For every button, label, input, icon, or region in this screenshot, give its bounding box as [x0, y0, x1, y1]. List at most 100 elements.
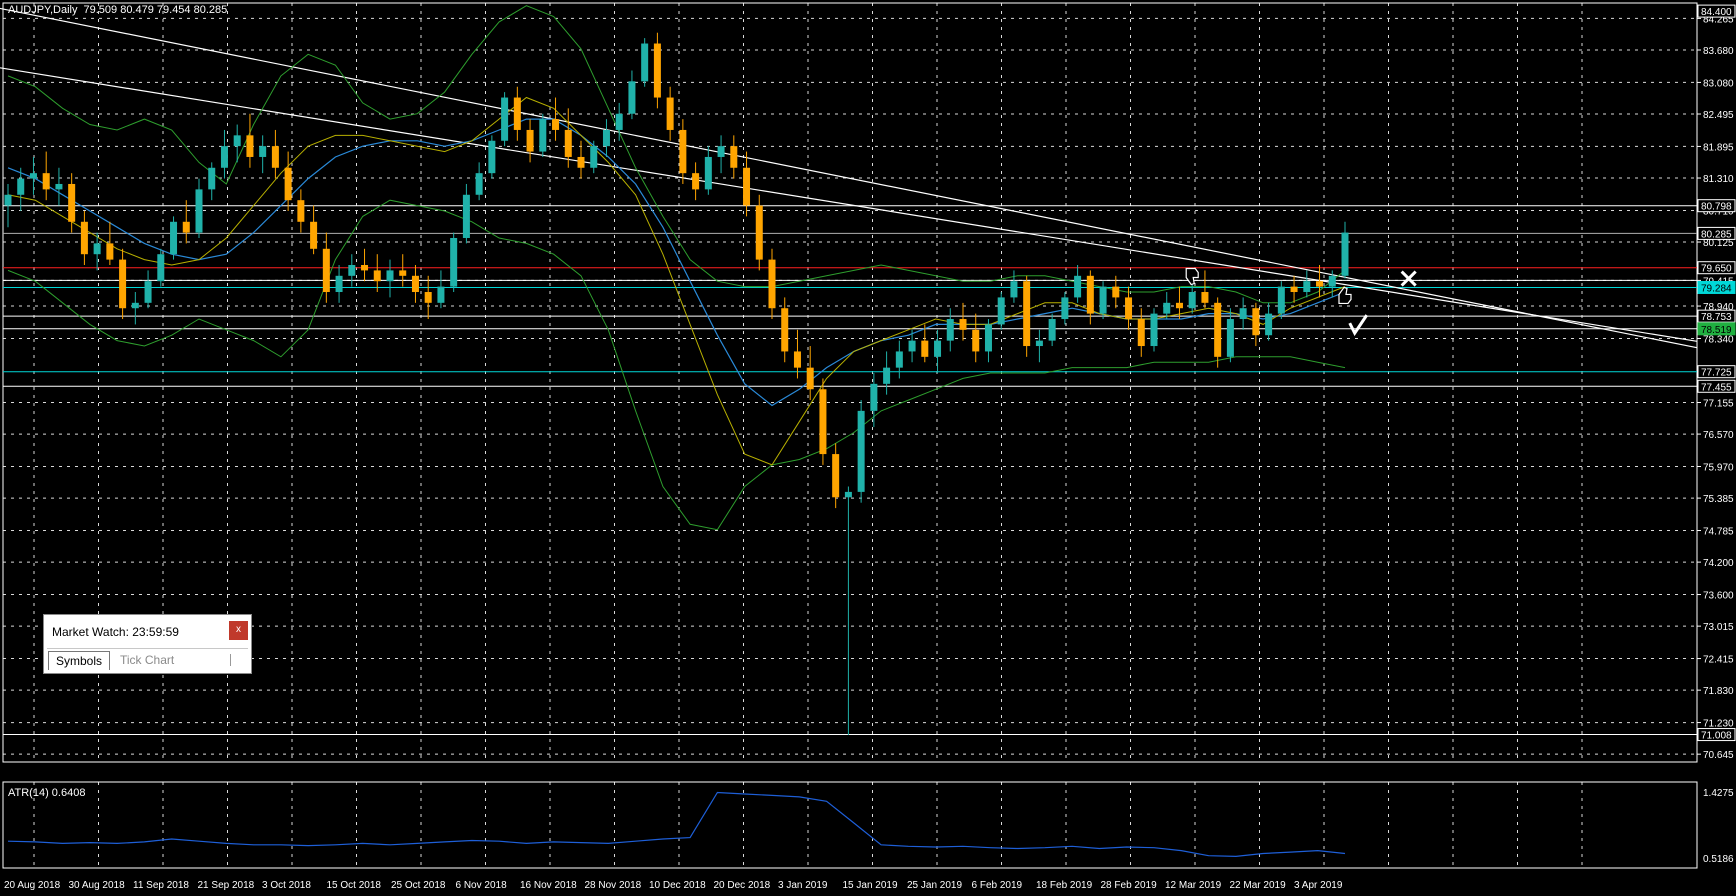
candle-body	[1265, 313, 1273, 336]
sub-frame	[2, 781, 1698, 869]
candle-body	[411, 275, 419, 293]
candle-body	[284, 167, 292, 201]
x-tick-label: 20 Aug 2018	[4, 880, 61, 891]
candle-body	[55, 183, 63, 190]
close-button[interactable]: x	[229, 621, 248, 640]
price-label-box	[1697, 280, 1736, 294]
candle-body	[399, 270, 407, 276]
trade-markers[interactable]	[1185, 267, 1417, 337]
y-tick-label: 72.415	[1703, 655, 1734, 666]
y-tick-label: 74.200	[1703, 558, 1734, 569]
market-watch-tabs: Symbols Tick Chart	[47, 648, 248, 671]
price-label-box	[1697, 728, 1736, 742]
chart-title: AUDJPY,Daily 79.509 80.479 79.454 80.285	[8, 4, 227, 16]
candle-body	[590, 146, 598, 168]
y-tick-label: 78.340	[1703, 334, 1734, 345]
candle-body	[1137, 319, 1145, 347]
candle-body	[717, 146, 725, 157]
x-tick-label: 6 Nov 2018	[456, 880, 508, 891]
candle-body	[1074, 275, 1082, 298]
price-label-box	[1697, 4, 1736, 18]
candle-body	[1112, 286, 1120, 298]
price-label-box	[1697, 261, 1736, 275]
symbol-label: AUDJPY,Daily	[8, 4, 78, 16]
candle-body	[195, 189, 203, 233]
check-icon[interactable]	[1348, 314, 1368, 337]
candle-body	[870, 383, 878, 411]
candle-body	[844, 491, 852, 498]
x-tick-label: 25 Jan 2019	[907, 880, 962, 891]
candle-body	[131, 302, 139, 309]
candle-body	[1163, 302, 1171, 314]
price-axis: 84.265 83.680 83.080 82.495 81.895 81.310 80.7…	[1697, 4, 1736, 761]
horizontal-lines[interactable]	[3, 205, 1697, 736]
candle-body	[182, 221, 190, 233]
price-label-box	[1697, 322, 1736, 336]
x-tick-label: 3 Oct 2018	[262, 880, 311, 891]
cross-icon[interactable]	[1400, 270, 1417, 287]
candle-body	[755, 205, 763, 260]
x-tick-label: 15 Oct 2018	[327, 880, 382, 891]
candle-body	[1035, 340, 1043, 347]
trendline[interactable]	[0, 7, 1698, 349]
candle-body	[297, 200, 305, 222]
candle-body	[501, 97, 509, 141]
candle-body	[946, 319, 954, 341]
x-tick-label: 3 Apr 2019	[1294, 880, 1343, 891]
candle-body	[984, 324, 992, 352]
y-tick-label: 82.495	[1703, 110, 1734, 121]
tab-tick-chart[interactable]: Tick Chart	[120, 653, 175, 667]
x-tick-label: 22 Mar 2019	[1230, 880, 1287, 891]
price-label-box	[1697, 199, 1736, 213]
candle-body	[220, 146, 228, 168]
candle-body	[806, 367, 814, 390]
main-frame	[2, 2, 1698, 763]
candle-body	[730, 146, 738, 168]
thumbs-up-icon[interactable]	[1338, 286, 1352, 305]
candle-body	[322, 248, 330, 293]
trendline[interactable]	[0, 67, 1698, 342]
y-tick-label: 73.015	[1703, 622, 1734, 633]
candle-body	[1099, 286, 1107, 314]
candle-body	[1125, 297, 1133, 320]
x-tick-label: 28 Feb 2019	[1101, 880, 1158, 891]
bollinger-lower	[7, 199, 1346, 531]
tab-symbols[interactable]: Symbols	[48, 651, 111, 670]
trendlines[interactable]	[0, 7, 1698, 349]
thumbs-down-icon[interactable]	[1185, 267, 1199, 286]
x-tick-label: 16 Nov 2018	[520, 880, 577, 891]
y-tick-label: 71.830	[1703, 686, 1734, 697]
y-tick-label: 71.230	[1703, 719, 1734, 730]
x-tick-label: 18 Feb 2019	[1036, 880, 1093, 891]
market-watch-panel[interactable]: Market Watch: 23:59:59 x Symbols Tick Ch…	[43, 614, 252, 674]
candle-body	[526, 129, 534, 152]
candle-body	[119, 259, 127, 309]
grid	[2, 2, 1698, 869]
candle-body	[819, 389, 827, 455]
candle-body	[628, 81, 636, 114]
candle-body	[895, 351, 903, 368]
candle-body	[539, 119, 547, 152]
candle-body	[4, 194, 12, 206]
candle-body	[450, 237, 458, 287]
date-axis: 20 Aug 2018 30 Aug 2018 11 Sep 2018 21 Sep …	[4, 880, 1343, 891]
candle-body	[475, 173, 483, 195]
candle-body	[602, 129, 610, 147]
price-label-box	[1697, 365, 1736, 379]
price-label: 78.753	[1701, 312, 1732, 323]
candle-body	[144, 281, 152, 303]
price-label: 80.798	[1701, 202, 1732, 213]
candle-body	[704, 156, 712, 190]
candle-body	[488, 140, 496, 174]
candle-body	[386, 270, 394, 282]
indicators	[7, 5, 1346, 531]
candle-body	[373, 270, 381, 282]
y-tick-label: 75.385	[1703, 494, 1734, 505]
y-tick-label: 75.970	[1703, 463, 1734, 474]
candle-body	[29, 173, 37, 179]
atr-top-label: 1.4275	[1703, 788, 1734, 799]
candle-body	[692, 173, 700, 190]
candle-body	[437, 286, 445, 303]
